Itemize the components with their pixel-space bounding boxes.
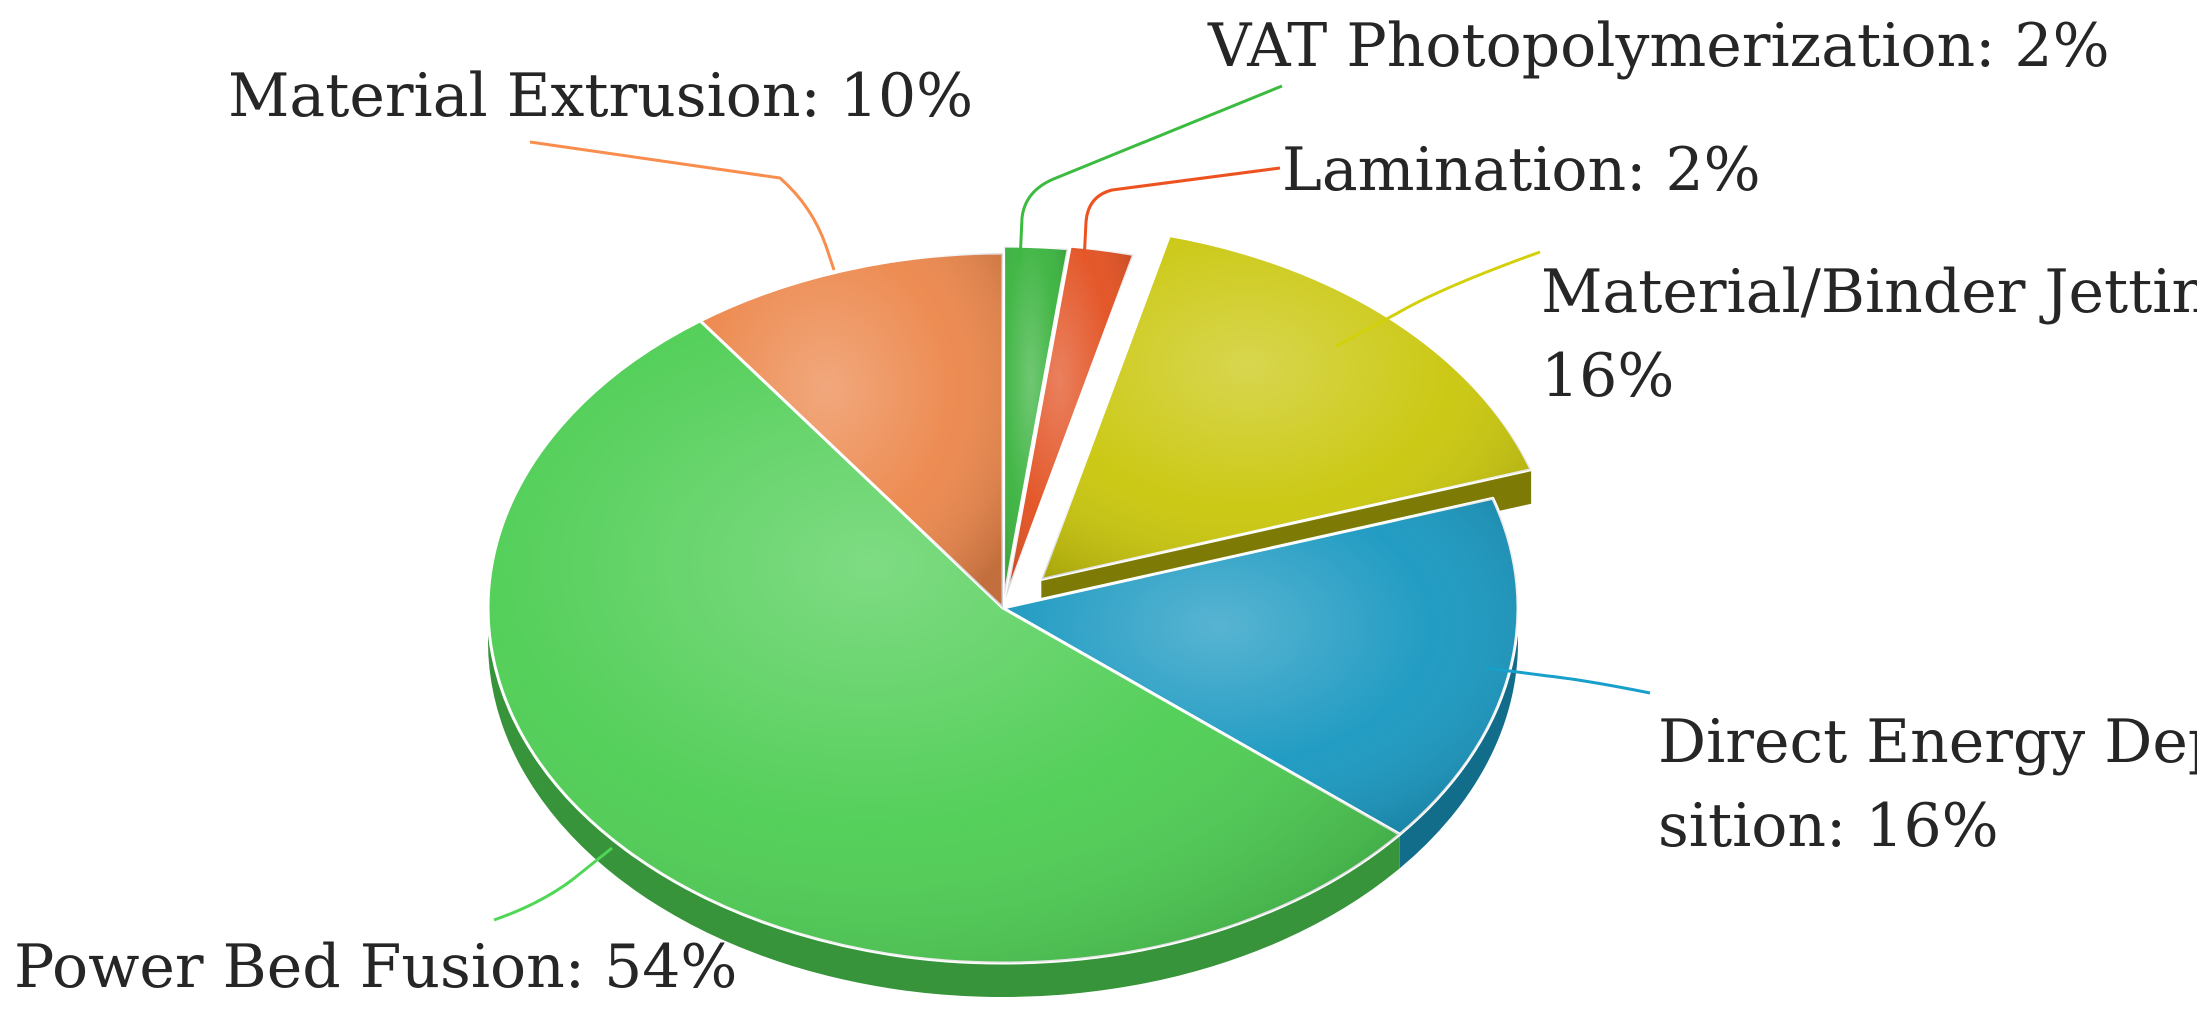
slice-shading-material-extrusion (700, 253, 1003, 608)
slice-shading-material-binder-jetting (1041, 235, 1532, 580)
slice-shading-power-bed-fusion (488, 320, 1400, 964)
leader-line-lamination (1082, 166, 1281, 263)
leader-line-direct-energy-deposition (1485, 666, 1651, 695)
leader-line-vat-photopolymerization (1018, 84, 1283, 263)
leader-lines (493, 84, 1651, 922)
data-label-material-binder-jetting: Material/Binder Jetting: 16% (1541, 257, 2197, 411)
slice-tops (486, 234, 1533, 965)
leader-line-material-binder-jetting (1335, 250, 1541, 348)
data-label-lamination: Lamination: 2% (1282, 135, 1761, 205)
leader-line-power-bed-fusion (493, 846, 613, 922)
leader-line-material-extrusion (529, 140, 836, 271)
slice-shading-direct-energy-deposition (1003, 498, 1518, 835)
data-label-direct-energy-deposition: Direct Energy Depo- sition: 16% (1658, 707, 2197, 861)
slice-shading-vat-photopolymerization (1003, 246, 1069, 602)
slice-shading-lamination (1005, 246, 1134, 599)
data-label-power-bed-fusion: Power Bed Fusion: 54% (14, 932, 738, 1002)
slice-side-direct-energy-deposition (1399, 608, 1518, 869)
data-label-material-extrusion: Material Extrusion: 10% (228, 61, 974, 131)
data-label-vat-photopolymerization: VAT Photopolymerization: 2% (1208, 11, 2110, 81)
